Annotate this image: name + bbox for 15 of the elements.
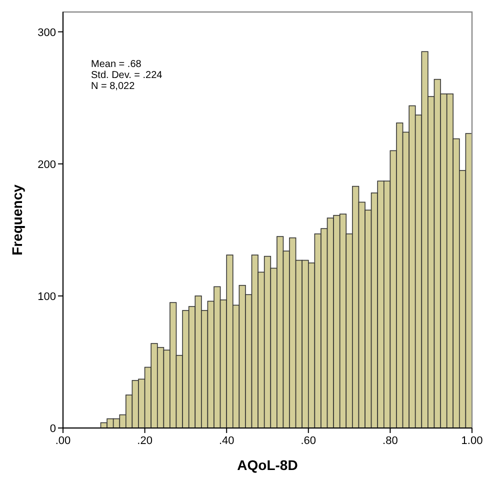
x-tick-label: .60 <box>300 435 316 447</box>
y-tick-label: 100 <box>38 290 56 303</box>
x-tick-label: .20 <box>137 435 152 447</box>
x-tick-label: .80 <box>382 435 398 447</box>
annotation: Std. Dev. = .224 <box>91 70 163 81</box>
y-tick-label: 300 <box>38 26 56 39</box>
y-axis-title: Frequency <box>9 184 25 256</box>
annotation: Mean = .68 <box>91 59 142 70</box>
x-tick-label: 1.00 <box>461 435 483 447</box>
annotation: N = 8,022 <box>91 81 136 92</box>
y-tick-label: 0 <box>50 423 56 435</box>
x-axis-title: AQoL-8D <box>237 457 298 473</box>
x-tick-label: .40 <box>218 435 234 447</box>
y-tick-label: 200 <box>38 158 56 171</box>
x-tick-label: .00 <box>55 435 71 447</box>
